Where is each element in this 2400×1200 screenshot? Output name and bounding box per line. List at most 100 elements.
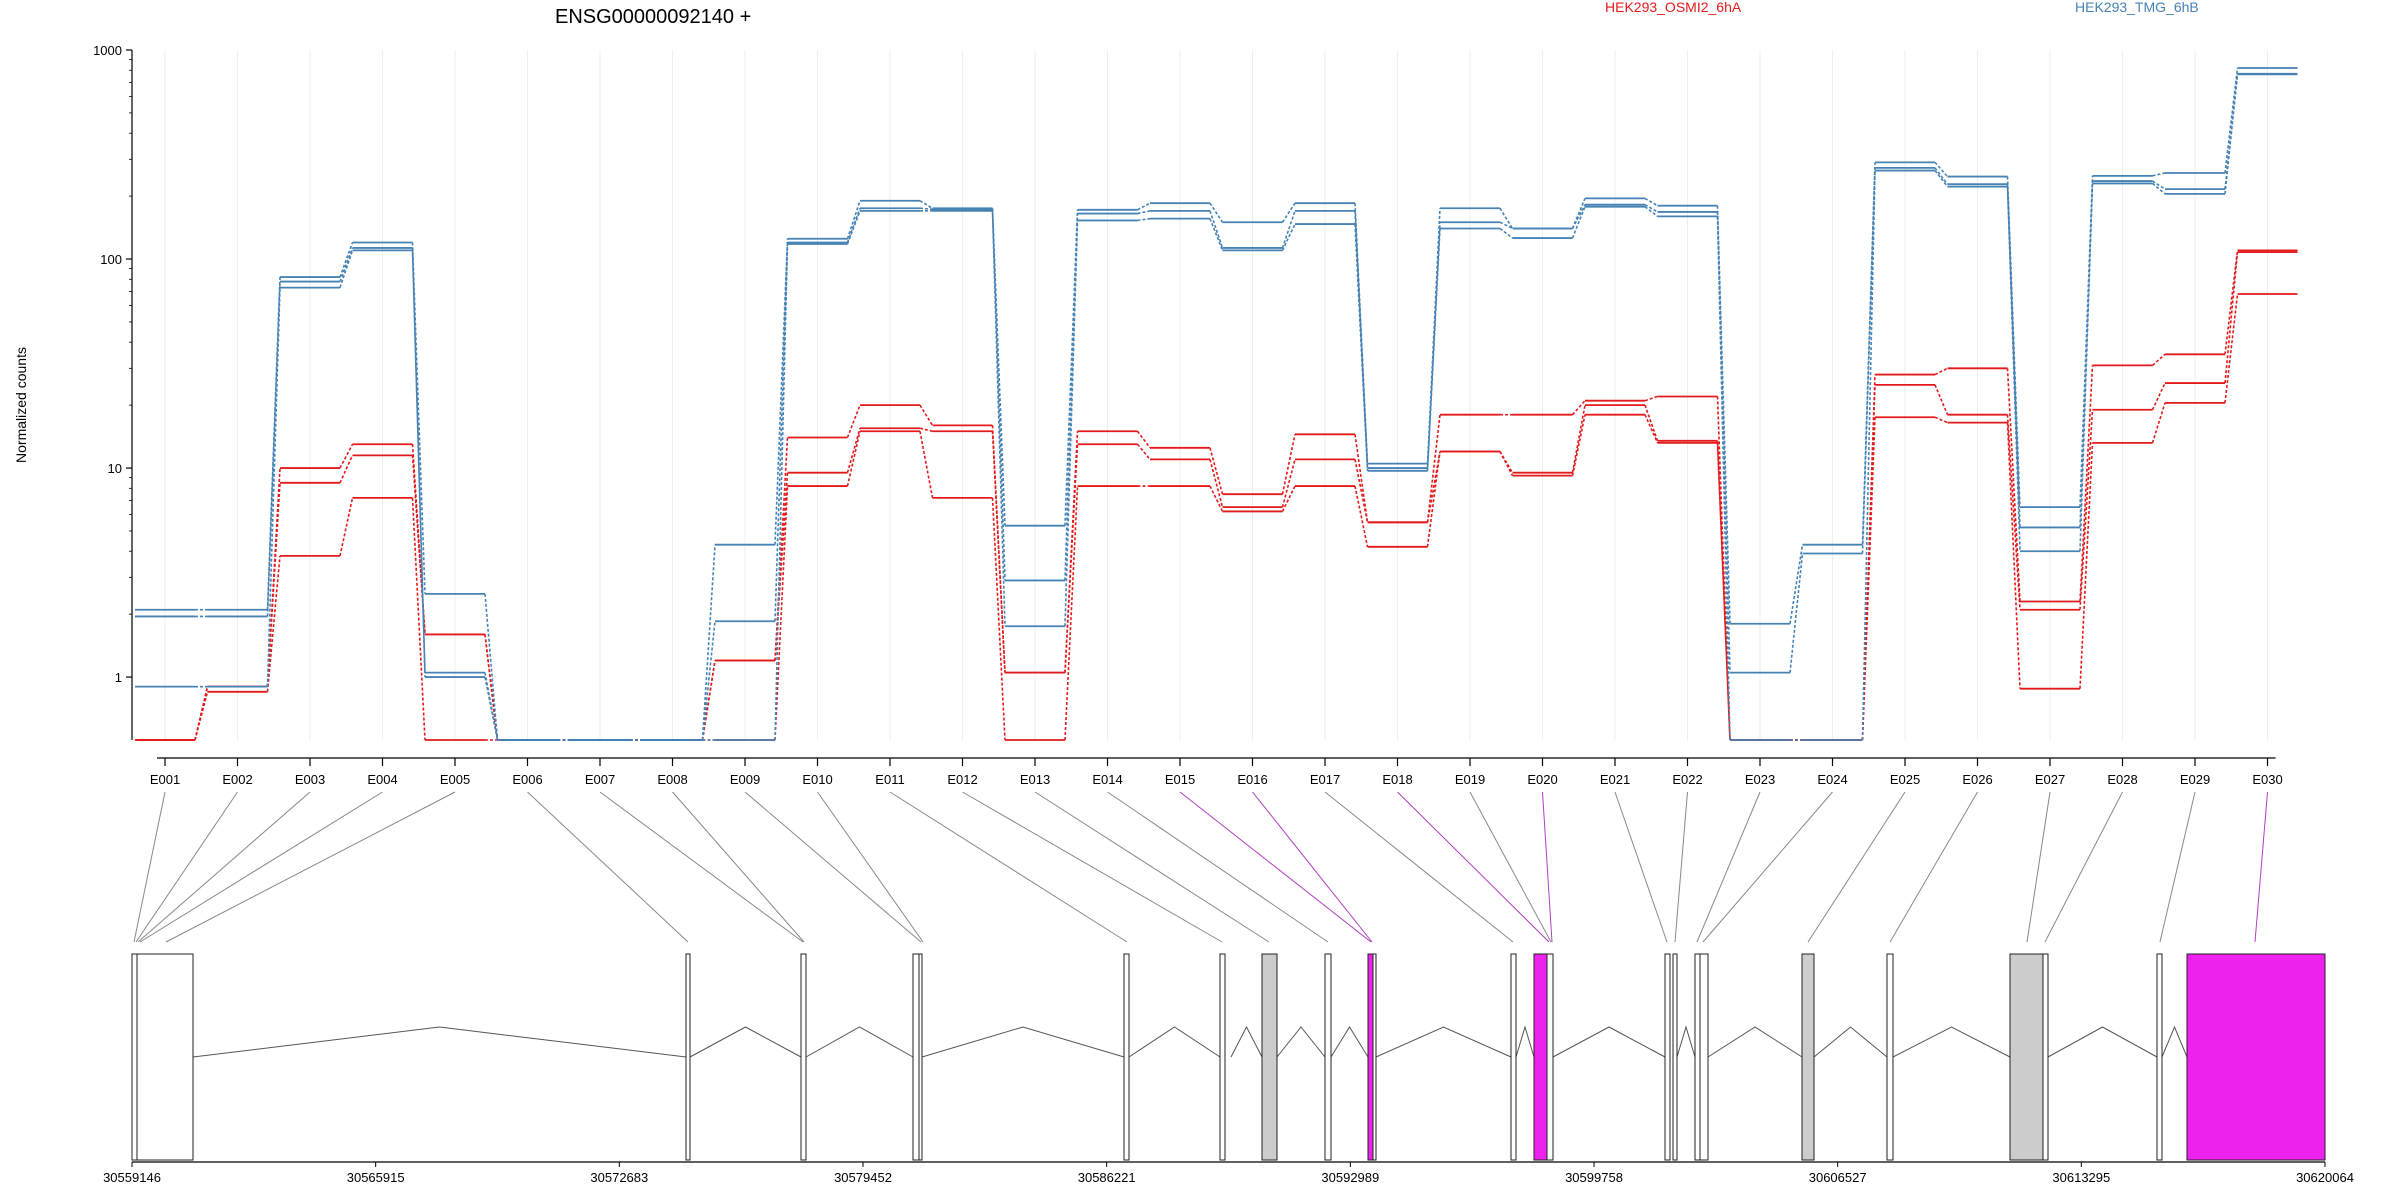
exon-box — [1533, 953, 1548, 1161]
y-axis-label: Normalized counts — [13, 347, 29, 463]
coord-tick-label: 30586221 — [1078, 1170, 1136, 1185]
series-connector — [1064, 444, 1079, 673]
exon-connector — [139, 791, 383, 943]
exon-connector — [2026, 791, 2051, 943]
series-connector — [1716, 442, 1731, 741]
series-2 — [135, 293, 2298, 741]
exon-connector — [889, 791, 1128, 943]
exon-box — [2156, 953, 2163, 1161]
series-connector — [1064, 220, 1079, 627]
exon-tick-label: E001 — [150, 772, 180, 787]
gene-title: ENSG00000092140 + — [555, 6, 751, 28]
exon-box — [1372, 953, 1377, 1161]
series-connector — [1064, 486, 1079, 741]
exon-box — [1123, 953, 1130, 1161]
exon-connector — [1702, 791, 1833, 943]
series-connector — [2006, 368, 2021, 602]
series-connector — [1209, 218, 1224, 251]
series-connector — [1354, 459, 1369, 523]
intron-line — [921, 1026, 1125, 1058]
exon-tick-label: E030 — [2252, 772, 2282, 787]
series-connector — [2152, 180, 2166, 190]
series-connector — [411, 497, 426, 741]
exon-connector — [137, 791, 311, 943]
intron-line — [1276, 1026, 1326, 1058]
intron-line — [1230, 1025, 1263, 1058]
coord-tick-label: 30559146 — [103, 1170, 161, 1185]
legend-label-osmi2: HEK293_OSMI2_6hA — [1605, 0, 1742, 15]
exon-connector — [1034, 791, 1270, 943]
series-connector — [2224, 67, 2239, 174]
series-connector — [339, 497, 354, 557]
exon-connector — [1542, 791, 1553, 943]
intron-line — [192, 1026, 687, 1058]
series-connector — [1644, 203, 1658, 213]
series-4 — [135, 72, 2298, 741]
intron-line — [1515, 1025, 1535, 1058]
coord-tick-label: 30606527 — [1809, 1170, 1867, 1185]
series-connector — [411, 242, 426, 594]
series-connector — [1571, 414, 1586, 476]
exon-tick-label: E025 — [1890, 772, 1920, 787]
series-connector — [1137, 202, 1151, 211]
exon-connector — [1614, 791, 1668, 943]
series-connector — [2224, 251, 2239, 384]
exon-tick-label: E010 — [802, 772, 832, 787]
series-connector — [1426, 451, 1441, 547]
y-tick-label: 10 — [108, 461, 122, 476]
series-connector — [2079, 365, 2094, 602]
exon-box — [1694, 953, 1701, 1161]
exon-box — [1261, 953, 1278, 1161]
vertical-grid — [164, 50, 2268, 740]
series-connector — [1861, 417, 1876, 741]
exon-tick-label: E015 — [1165, 772, 1195, 787]
series-connector — [194, 691, 209, 741]
series-connector — [919, 431, 934, 499]
series-connector — [774, 486, 789, 741]
series-connector — [266, 287, 281, 687]
exon-connector — [1397, 791, 1550, 943]
exon-box — [1324, 953, 1332, 1161]
coord-tick-label: 30620064 — [2296, 1170, 2354, 1185]
series-connector — [2006, 184, 2021, 528]
series-connector — [1426, 414, 1441, 523]
intron-line — [689, 1026, 802, 1058]
intron-line — [1707, 1026, 1803, 1058]
exon-connector — [1107, 791, 1329, 943]
series-connector — [2151, 402, 2166, 444]
exon-tick-label: E006 — [512, 772, 542, 787]
intron-line — [1892, 1026, 2011, 1058]
exon-tick-label: E003 — [295, 772, 325, 787]
series-connector — [1644, 395, 1658, 402]
series-connector — [2151, 182, 2166, 195]
series-connector — [1354, 224, 1369, 471]
series-connector — [266, 281, 281, 617]
exon-connector — [962, 791, 1223, 943]
exon-box — [1886, 953, 1894, 1161]
exon-box — [1510, 953, 1517, 1161]
series-connector — [1354, 210, 1369, 469]
exon-tick-label: E011 — [875, 772, 904, 787]
series-3 — [135, 67, 2298, 741]
series-connector — [1136, 443, 1151, 460]
series-connector — [1281, 459, 1296, 508]
series-connector — [1644, 414, 1659, 444]
exon-connector — [1252, 791, 1373, 943]
series-connector — [919, 427, 933, 433]
series-connector — [339, 455, 354, 484]
series-connector — [1426, 228, 1441, 471]
exon-connector — [1324, 791, 1514, 943]
exon-tick-label: E029 — [2180, 772, 2210, 787]
series-connector — [919, 404, 934, 426]
exon-tick-label: E007 — [585, 772, 615, 787]
exon-connector — [2044, 791, 2123, 943]
series-connector — [1789, 544, 1804, 624]
series-connector — [1861, 170, 1876, 741]
series-connector — [701, 660, 716, 741]
exon-tick-label: E026 — [1962, 772, 1992, 787]
exon-connector — [2159, 791, 2196, 943]
y-tick-label: 1 — [115, 670, 122, 685]
series-connector — [1644, 206, 1658, 217]
intron-line — [2047, 1026, 2158, 1058]
exon-box — [800, 953, 807, 1161]
